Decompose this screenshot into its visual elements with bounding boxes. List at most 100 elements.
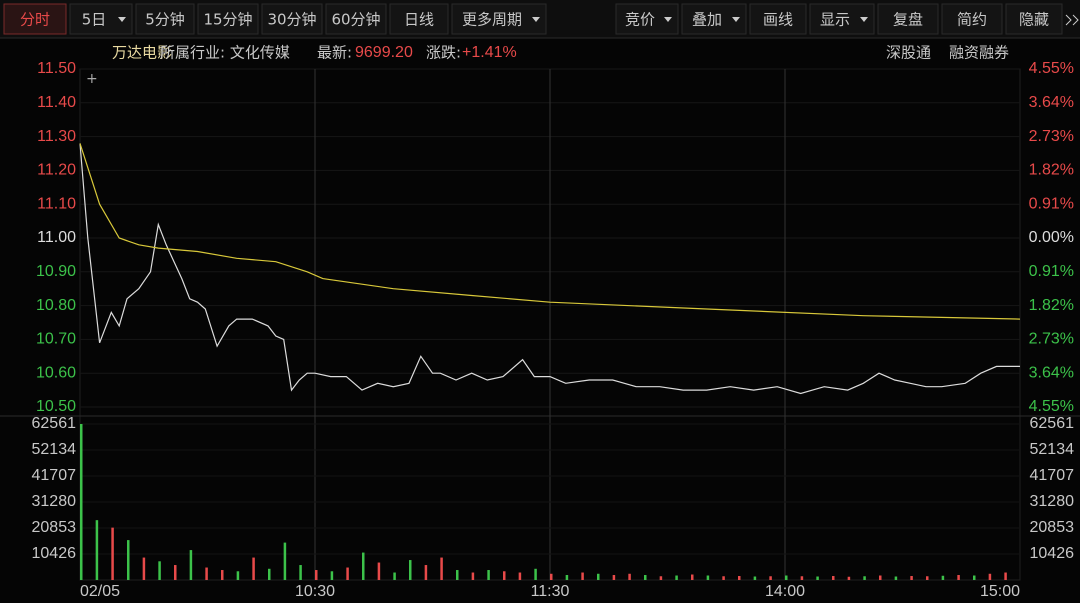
toolbar-button[interactable] (3, 3, 67, 35)
dropdown-arrow[interactable] (532, 17, 540, 22)
toolbar-button[interactable] (261, 3, 323, 35)
y-tick-label: 10.70 (36, 331, 76, 348)
toolbar-button-label[interactable]: 分时 (20, 11, 50, 29)
toolbar-button[interactable] (1005, 3, 1063, 35)
volume-bar (597, 573, 600, 580)
toolbar-button[interactable] (135, 3, 195, 35)
volume-bar (785, 575, 788, 580)
volume-bar (722, 576, 725, 580)
volume-bar (189, 550, 193, 580)
y2-tick-label: 0.91% (1029, 195, 1074, 212)
volume-bar (832, 576, 835, 580)
volume-bar (706, 575, 710, 580)
dropdown-arrow[interactable] (860, 17, 868, 22)
toolbar-button-label[interactable]: 隐藏 (1019, 11, 1049, 29)
toolbar-button[interactable] (749, 3, 807, 35)
toolbar-button[interactable] (451, 3, 547, 35)
latest-label: 最新: (317, 44, 352, 62)
volume-bar (252, 557, 255, 580)
change-label: 涨跌: (426, 44, 461, 62)
volume-bar (471, 572, 475, 580)
volume-bar (565, 575, 569, 580)
volume-bar (612, 575, 616, 580)
toolbar-button[interactable] (197, 3, 259, 35)
x-tick-label: 14:00 (765, 583, 805, 600)
more-arrows[interactable] (1065, 14, 1079, 26)
toolbar-button[interactable] (325, 3, 387, 35)
volume-bar (236, 571, 240, 580)
toolbar-button-label[interactable]: 更多周期 (462, 11, 522, 29)
volume-bar (738, 576, 741, 580)
toolbar-button-label[interactable]: 画线 (763, 11, 793, 29)
volume-bar (941, 575, 945, 580)
volume-tick-label-right: 62561 (1030, 415, 1075, 432)
volume-bar (503, 571, 506, 580)
toolbar-button-label[interactable]: 竞价 (625, 11, 655, 29)
volume-bar (456, 570, 459, 580)
toolbar-button[interactable] (877, 3, 939, 35)
volume-bar (283, 542, 287, 580)
price-line (79, 143, 1020, 395)
dropdown-arrow[interactable] (118, 17, 126, 22)
toolbar-button-label[interactable]: 15分钟 (203, 11, 252, 29)
volume-bar (518, 572, 522, 580)
volume-bar (753, 576, 757, 580)
volume-bar (268, 568, 271, 580)
tag[interactable]: 融资融券 (949, 44, 1009, 62)
volume-bar (957, 575, 960, 580)
volume-bar (95, 520, 99, 580)
x-tick-label: 15:00 (980, 583, 1020, 600)
y-tick-label: 11.30 (37, 128, 76, 145)
volume-bar (973, 575, 976, 580)
toolbar-button[interactable] (389, 3, 449, 35)
volume-tick-label: 31280 (32, 493, 77, 510)
volume-bar (440, 557, 443, 580)
toolbar-button[interactable] (941, 3, 1003, 35)
volume-tick-label: 41707 (32, 467, 77, 484)
volume-tick-label: 20853 (32, 519, 77, 536)
latest-value: 9699.20 (355, 44, 413, 61)
y-tick-label: 11.20 (37, 162, 76, 179)
y-tick-label: 11.00 (37, 229, 76, 246)
volume-bar (346, 567, 349, 580)
toolbar-button-label[interactable]: 日线 (404, 11, 434, 29)
volume-bar (769, 576, 772, 580)
volume-tick-label-right: 41707 (1030, 467, 1075, 484)
volume-bar (330, 571, 334, 580)
toolbar-button-label[interactable]: 60分钟 (331, 11, 380, 29)
crosshair-icon: + (86, 71, 98, 87)
y-tick-label: 10.90 (36, 263, 76, 280)
toolbar-button-label[interactable]: 简约 (957, 11, 987, 29)
volume-tick-label-right: 52134 (1030, 441, 1075, 458)
volume-tick-label: 52134 (32, 441, 77, 458)
volume-bar (174, 565, 177, 580)
toolbar-button-label[interactable]: 显示 (820, 11, 850, 29)
volume-bar (816, 576, 819, 580)
y2-tick-label: 0.00% (1029, 229, 1074, 246)
volume-bar (581, 572, 584, 580)
dropdown-arrow[interactable] (664, 17, 672, 22)
toolbar-button-label[interactable]: 复盘 (893, 11, 923, 29)
y-tick-label: 11.40 (37, 94, 76, 111)
toolbar-button-label[interactable]: 5分钟 (145, 11, 185, 29)
toolbar-button-label[interactable]: 5日 (82, 11, 107, 29)
volume-bar (894, 576, 898, 580)
y2-tick-label: 2.73% (1029, 128, 1074, 145)
industry: 所属行业: 文化传媒 (160, 44, 290, 62)
volume-bar (1004, 572, 1007, 580)
y-tick-label: 11.10 (37, 195, 76, 212)
y2-tick-label: 4.55% (1029, 398, 1074, 415)
volume-bar (675, 575, 678, 580)
volume-bar (534, 568, 537, 580)
y-tick-label: 10.60 (36, 364, 76, 381)
y2-tick-label: 1.82% (1029, 162, 1074, 179)
y2-tick-label: 4.55% (1029, 60, 1074, 77)
toolbar-button-label[interactable]: 叠加 (692, 11, 722, 29)
tag[interactable]: 深股通 (886, 44, 931, 62)
volume-bar (910, 576, 913, 580)
volume-bar (628, 573, 631, 580)
dropdown-arrow[interactable] (732, 17, 740, 22)
volume-bar (800, 576, 804, 580)
toolbar-button-label[interactable]: 30分钟 (267, 11, 316, 29)
volume-bar (659, 576, 663, 580)
